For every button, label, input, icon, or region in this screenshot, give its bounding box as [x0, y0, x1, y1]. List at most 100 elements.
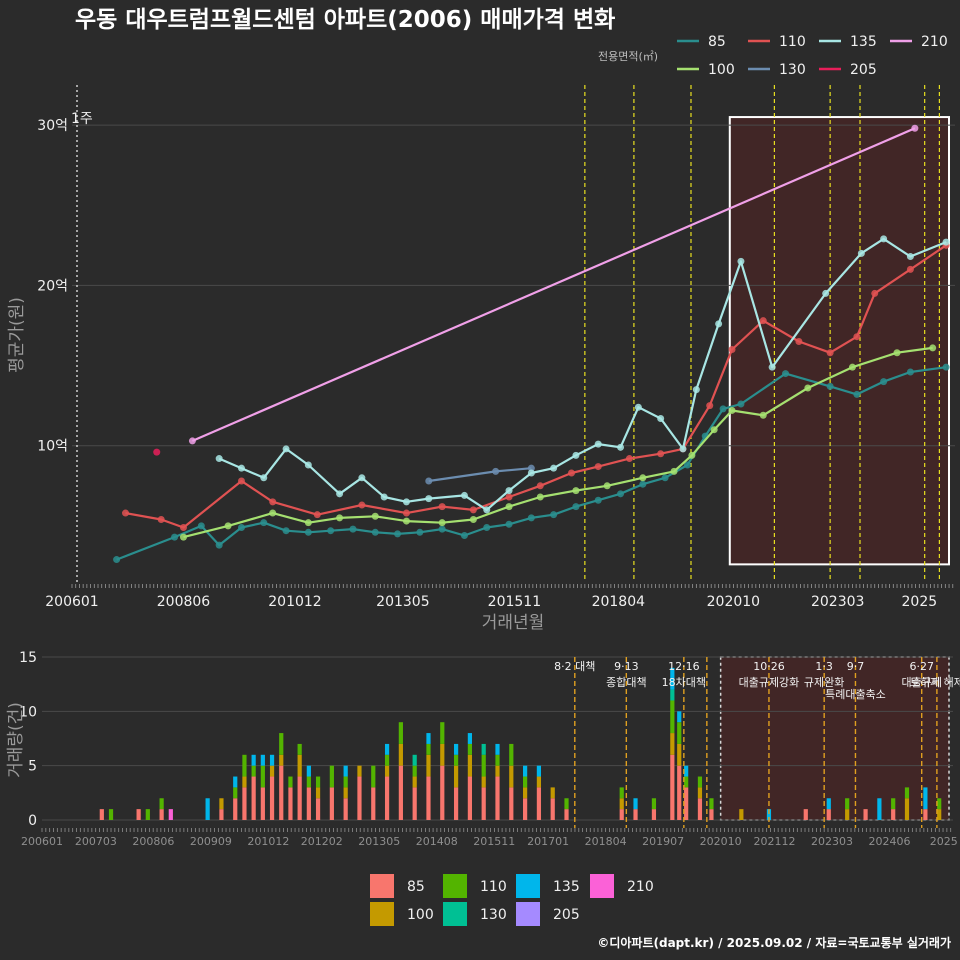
volume-bar-85 [564, 809, 569, 820]
point-135 [572, 451, 580, 459]
volume-bar-110 [651, 798, 657, 810]
point-110 [625, 455, 633, 463]
volume-bar-85 [269, 776, 275, 820]
x-tick-label-volume: 202010 [700, 835, 742, 848]
series-line-130 [428, 467, 532, 483]
point-135 [460, 491, 468, 499]
x-tick-label: 201305 [376, 594, 429, 610]
volume-bar-100 [269, 765, 275, 777]
volume-bar-100 [357, 765, 362, 777]
point-85 [327, 527, 335, 535]
point-85 [594, 496, 602, 504]
legend-label-130: 130 [779, 62, 806, 78]
volume-bar-110 [279, 733, 284, 755]
point-85 [349, 525, 357, 533]
legend-label-110: 110 [779, 34, 806, 50]
volume-bar-135 [426, 733, 431, 744]
policy-date-label: 12·16 [668, 660, 700, 673]
point-85 [483, 523, 491, 531]
volume-bar-110 [343, 776, 348, 788]
volume-bar-135 [233, 776, 238, 788]
volume-bar-110 [440, 722, 445, 744]
volume-bar-85 [306, 787, 311, 820]
point-100 [572, 487, 580, 495]
source-credit: ©디아파트(dapt.kr) / 2025.09.02 / 자료=국토교통부 실… [597, 935, 951, 950]
legend-label-205: 205 [850, 62, 877, 78]
volume-bar-135 [269, 754, 275, 766]
point-110 [505, 493, 513, 501]
volume-bar-100 [495, 765, 500, 777]
volume-bar-85 [398, 765, 403, 820]
volume-bar-110 [233, 787, 238, 799]
point-100 [929, 344, 937, 352]
y-tick-label: 10억 [37, 439, 68, 455]
point-135 [237, 464, 245, 472]
volume-bar-110 [260, 765, 265, 788]
x-tick-label: 200601 [45, 594, 98, 610]
volume-bar-85 [677, 765, 682, 820]
legend-key-110 [443, 874, 467, 898]
point-110 [706, 402, 714, 410]
point-130 [492, 467, 500, 475]
volume-bar-110 [677, 722, 682, 744]
volume-bar-85 [550, 798, 555, 820]
point-85 [237, 523, 245, 531]
x-tick-label: 202010 [707, 594, 760, 610]
volume-bar-85 [233, 798, 238, 820]
point-135 [692, 386, 700, 394]
point-135 [215, 455, 223, 463]
legend-key-label-110: 110 [480, 879, 507, 895]
volume-bar-135 [766, 809, 772, 820]
x-tick-label: 201012 [268, 594, 321, 610]
volume-bar-85 [136, 809, 141, 820]
point-85 [782, 370, 790, 378]
volume-bar-100 [904, 798, 910, 820]
volume-bar-110 [412, 765, 417, 777]
volume-bar-110 [684, 776, 689, 788]
volume-bar-135 [467, 733, 472, 744]
point-135 [880, 235, 888, 243]
volume-bar-100 [509, 765, 514, 788]
volume-bar-100 [242, 776, 247, 788]
point-135 [942, 238, 950, 246]
point-85 [394, 530, 402, 538]
point-135 [358, 474, 366, 482]
point-135 [260, 474, 268, 482]
volume-bar-135 [536, 765, 542, 777]
volume-bar-100 [697, 787, 703, 799]
point-110 [871, 289, 879, 297]
point-100 [304, 519, 312, 527]
volume-bar-85 [440, 765, 445, 820]
volume-bar-85 [412, 787, 417, 820]
point-110 [402, 509, 410, 517]
volume-bar-100 [440, 743, 445, 766]
volume-bar-135 [251, 754, 256, 766]
volume-bar-85 [684, 787, 689, 820]
x-tick-label: 202303 [811, 594, 864, 610]
volume-bar-85 [384, 776, 390, 820]
volume-bar-110 [495, 754, 500, 766]
point-85 [737, 400, 745, 408]
volume-bar-135 [343, 765, 348, 777]
point-110 [313, 511, 321, 519]
volume-bar-135 [670, 667, 675, 690]
volume-bar-85 [219, 809, 224, 820]
volume-bar-85 [481, 787, 486, 820]
point-85 [438, 525, 446, 533]
point-100 [224, 522, 232, 530]
x-tick-label-volume: 201804 [585, 835, 627, 848]
point-100 [710, 426, 718, 434]
x-tick-label-volume: 202112 [753, 835, 795, 848]
volume-bar-100 [550, 787, 555, 799]
x-tick-label: 200806 [157, 594, 211, 610]
legend-key-label-85: 85 [407, 879, 425, 895]
volume-bar-210 [168, 809, 173, 820]
volume-bar-100 [315, 787, 321, 799]
volume-bar-110 [904, 787, 910, 799]
volume-bar-85 [495, 776, 500, 820]
point-110 [237, 477, 245, 485]
volume-bar-85 [523, 798, 528, 820]
volume-bar-85 [697, 798, 703, 820]
highlight-region [728, 116, 950, 566]
point-100 [670, 467, 678, 475]
